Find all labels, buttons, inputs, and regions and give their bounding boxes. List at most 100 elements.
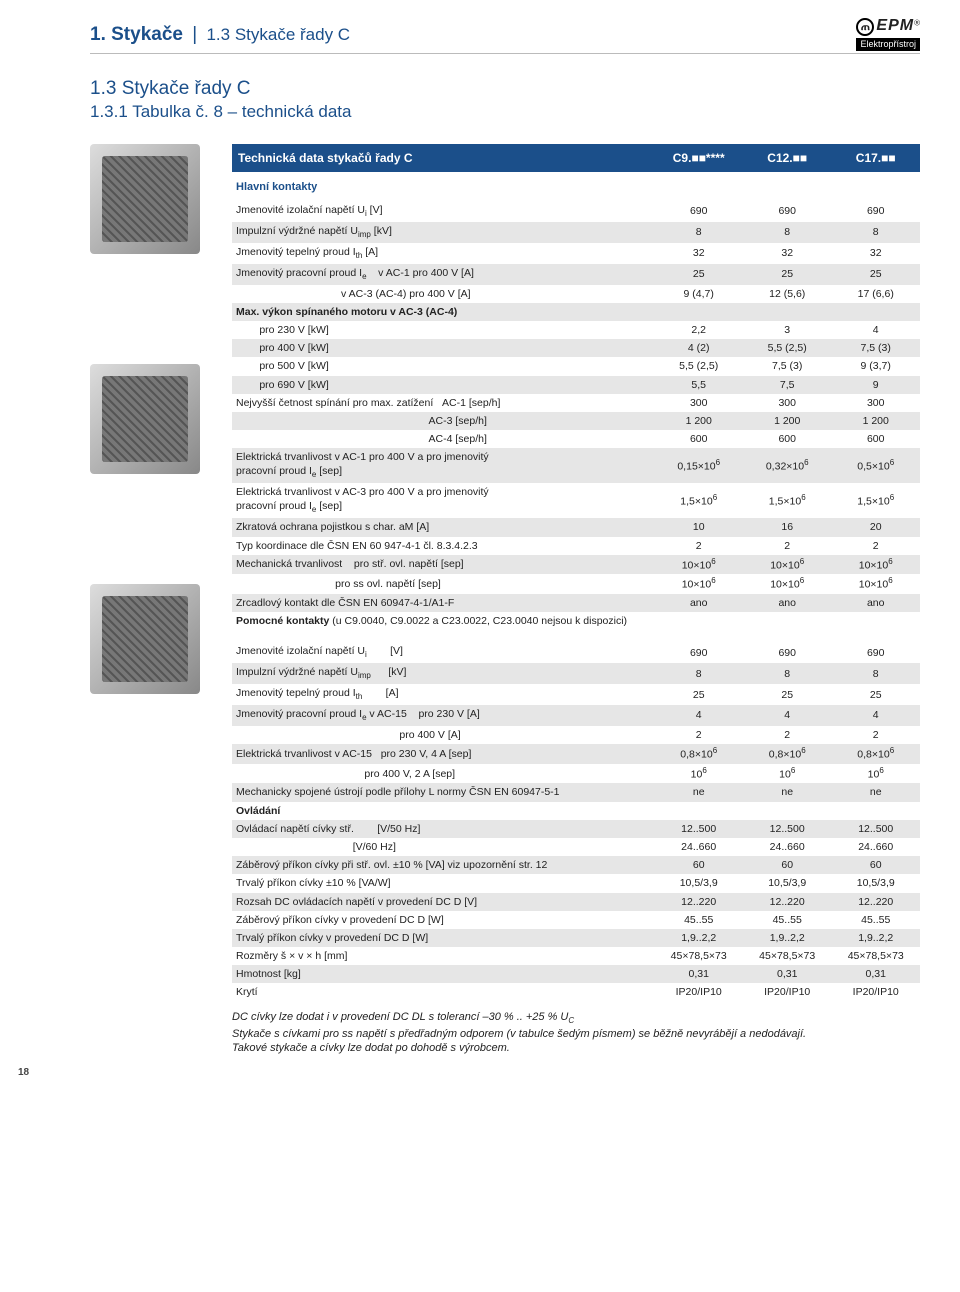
spec-table-container: Technická data stykačů řady C C9.■■**** … xyxy=(232,144,920,1056)
row-value: 8 xyxy=(743,663,832,684)
row-value: 1 200 xyxy=(654,412,743,430)
row-label: AC-4 [sep/h] xyxy=(232,430,654,448)
row-label: Elektrická trvanlivost v AC-15 pro 230 V… xyxy=(232,744,654,764)
row-label: pro 400 V [kW] xyxy=(232,339,654,357)
row-value: 0,31 xyxy=(654,965,743,983)
table-row: Ovládací napětí cívky stř. [V/50 Hz] 12..… xyxy=(232,820,920,838)
table-row: pro 400 V [A]222 xyxy=(232,726,920,744)
row-label: Jmenovité izolační napětí Ui [V] xyxy=(232,201,654,222)
row-value: 25 xyxy=(831,684,920,705)
table-row: Jmenovité izolační napětí Ui [V]69069069… xyxy=(232,201,920,222)
row-value: 25 xyxy=(743,264,832,285)
row-value xyxy=(831,612,920,630)
row-value: 0,15×106 xyxy=(654,448,743,483)
spec-table: Technická data stykačů řady C C9.■■**** … xyxy=(232,144,920,1001)
row-label: Rozsah DC ovládacích napětí v provedení … xyxy=(232,893,654,911)
row-value: 17 (6,6) xyxy=(831,285,920,303)
table-row: Zrcadlový kontakt dle ČSN EN 60947-4-1/A… xyxy=(232,594,920,612)
row-value: 10,5/3,9 xyxy=(654,874,743,892)
row-value: 1,5×106 xyxy=(831,483,920,518)
row-label: Hmotnost [kg] xyxy=(232,965,654,983)
row-label: pro 230 V [kW] xyxy=(232,321,654,339)
row-value: 690 xyxy=(831,201,920,222)
row-value: ne xyxy=(654,783,743,801)
table-row: pro 230 V [kW]2,234 xyxy=(232,321,920,339)
row-label: Zrcadlový kontakt dle ČSN EN 60947-4-1/A… xyxy=(232,594,654,612)
row-label: pro ss ovl. napětí [sep] xyxy=(232,574,654,594)
row-value: 10×106 xyxy=(654,555,743,575)
row-value: 0,8×106 xyxy=(831,744,920,764)
row-label: [V/60 Hz] xyxy=(232,838,654,856)
table-row: Typ koordinace dle ČSN EN 60 947-4-1 čl.… xyxy=(232,537,920,555)
row-value: 5,5 xyxy=(654,376,743,394)
product-photo-2 xyxy=(90,364,200,474)
table-row: pro 400 V [kW]4 (2)5,5 (2,5)7,5 (3) xyxy=(232,339,920,357)
row-value: 45×78,5×73 xyxy=(743,947,832,965)
col-head-2: C17.■■ xyxy=(831,144,920,172)
row-label: Trvalý příkon cívky ±10 % [VA/W] xyxy=(232,874,654,892)
row-value: 12..500 xyxy=(831,820,920,838)
table-row: Elektrická trvanlivost v AC-1 pro 400 V … xyxy=(232,448,920,483)
row-value: 4 (2) xyxy=(654,339,743,357)
row-label: Trvalý příkon cívky v provedení DC D [W] xyxy=(232,929,654,947)
table-row: Jmenovitý pracovní proud Ie v AC-1 pro 4… xyxy=(232,264,920,285)
row-label: Elektrická trvanlivost v AC-3 pro 400 V … xyxy=(232,483,654,518)
row-value: 60 xyxy=(743,856,832,874)
table-row: Zkratová ochrana pojistkou s char. aM [A… xyxy=(232,518,920,536)
row-label: pro 400 V, 2 A [sep] xyxy=(232,764,654,784)
row-value: 12..500 xyxy=(743,820,832,838)
row-label: pro 500 V [kW] xyxy=(232,357,654,375)
col-head-1: C12.■■ xyxy=(743,144,832,172)
row-value: 10,5/3,9 xyxy=(831,874,920,892)
row-value: 45..55 xyxy=(654,911,743,929)
row-value: 600 xyxy=(831,430,920,448)
row-value: 0,8×106 xyxy=(743,744,832,764)
row-value: 1,9..2,2 xyxy=(654,929,743,947)
table-row: Mechanická trvanlivost pro stř. ovl. nap… xyxy=(232,555,920,575)
row-value xyxy=(743,802,832,820)
row-value: 24..660 xyxy=(743,838,832,856)
row-value: 106 xyxy=(831,764,920,784)
table-row: Mechanicky spojené ústrojí podle přílohy… xyxy=(232,783,920,801)
row-value: 9 xyxy=(831,376,920,394)
table-row: Jmenovité izolační napětí Ui [V]69069069… xyxy=(232,642,920,663)
section1-title: Hlavní kontakty xyxy=(232,172,920,201)
row-value: 7,5 (3) xyxy=(743,357,832,375)
row-label: Jmenovitý tepelný proud Ith [A] xyxy=(232,243,654,264)
table-row: Jmenovitý pracovní proud Ie v AC-15 pro … xyxy=(232,705,920,726)
row-value: 12..220 xyxy=(743,893,832,911)
row-value: 16 xyxy=(743,518,832,536)
table-row: Jmenovitý tepelný proud Ith [A]323232 xyxy=(232,243,920,264)
logo-brand: EPM xyxy=(876,17,914,34)
row-value: 2 xyxy=(831,726,920,744)
table-row: Pomocné kontakty (u C9.0040, C9.0022 a C… xyxy=(232,612,920,630)
row-label: Elektrická trvanlivost v AC-1 pro 400 V … xyxy=(232,448,654,483)
row-value: 32 xyxy=(831,243,920,264)
table-header-row: Technická data stykačů řady C C9.■■**** … xyxy=(232,144,920,172)
row-value: ano xyxy=(654,594,743,612)
row-label: Ovládací napětí cívky stř. [V/50 Hz] xyxy=(232,820,654,838)
row-value: 2,2 xyxy=(654,321,743,339)
row-label: Jmenovitý pracovní proud Ie v AC-1 pro 4… xyxy=(232,264,654,285)
table-row: pro ss ovl. napětí [sep]10×10610×10610×1… xyxy=(232,574,920,594)
col-head-0: C9.■■**** xyxy=(654,144,743,172)
crumb-main: 1. Stykače xyxy=(90,24,183,45)
row-value: 2 xyxy=(743,726,832,744)
row-value: 0,31 xyxy=(831,965,920,983)
row-value: ne xyxy=(743,783,832,801)
table-row: pro 500 V [kW]5,5 (2,5)7,5 (3)9 (3,7) xyxy=(232,357,920,375)
row-value: 4 xyxy=(831,705,920,726)
logo-tag: Elektropřístroj xyxy=(856,38,920,51)
row-value: ano xyxy=(743,594,832,612)
table-row: Hmotnost [kg]0,310,310,31 xyxy=(232,965,920,983)
row-value: 24..660 xyxy=(831,838,920,856)
row-value: 32 xyxy=(654,243,743,264)
table-row: Trvalý příkon cívky v provedení DC D [W]… xyxy=(232,929,920,947)
image-column xyxy=(90,144,210,1056)
row-label: Mechanická trvanlivost pro stř. ovl. nap… xyxy=(232,555,654,575)
row-value: 1,9..2,2 xyxy=(831,929,920,947)
row-label: pro 400 V [A] xyxy=(232,726,654,744)
row-value: 2 xyxy=(743,537,832,555)
page-header: 1. Stykače | 1.3 Stykače řady C ጠEPM® El… xyxy=(90,18,920,54)
row-value: IP20/IP10 xyxy=(743,983,832,1001)
